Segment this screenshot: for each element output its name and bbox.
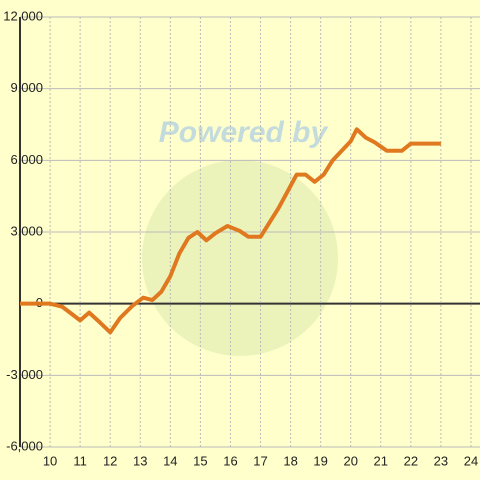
watermark: Powered by	[159, 116, 329, 149]
x-tick-label: 12	[103, 453, 117, 468]
x-tick-label: 22	[404, 453, 418, 468]
y-tick-label: 3,000	[10, 223, 43, 238]
x-tick-label: 10	[43, 453, 57, 468]
y-tick-label: 12,000	[3, 8, 43, 23]
y-tick-label: -3,000	[6, 367, 43, 382]
x-tick-label: 13	[133, 453, 147, 468]
x-tick-label: 11	[73, 453, 87, 468]
watermark-image	[142, 160, 338, 356]
x-tick-label: 14	[163, 453, 177, 468]
x-tick-label: 19	[313, 453, 327, 468]
x-tick-label: 17	[253, 453, 267, 468]
data-line	[20, 127, 441, 335]
x-tick-label: 24	[464, 453, 478, 468]
x-tick-label: 20	[343, 453, 357, 468]
y-tick-label: 9,000	[10, 80, 43, 95]
x-tick-label: 15	[193, 453, 207, 468]
y-tick-label: -6,000	[6, 438, 43, 453]
y-tick-label: 6,000	[10, 152, 43, 167]
x-tick-label: 23	[434, 453, 448, 468]
x-tick-label: 21	[374, 453, 388, 468]
x-tick-label: 16	[223, 453, 237, 468]
x-tick-label: 18	[283, 453, 297, 468]
